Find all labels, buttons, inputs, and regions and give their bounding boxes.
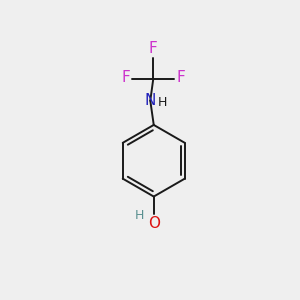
Text: H: H — [158, 96, 167, 109]
Text: F: F — [176, 70, 185, 85]
Text: N: N — [145, 93, 156, 108]
Text: H: H — [135, 208, 145, 221]
Text: F: F — [122, 70, 130, 85]
Text: F: F — [149, 40, 158, 56]
Text: O: O — [148, 216, 160, 231]
